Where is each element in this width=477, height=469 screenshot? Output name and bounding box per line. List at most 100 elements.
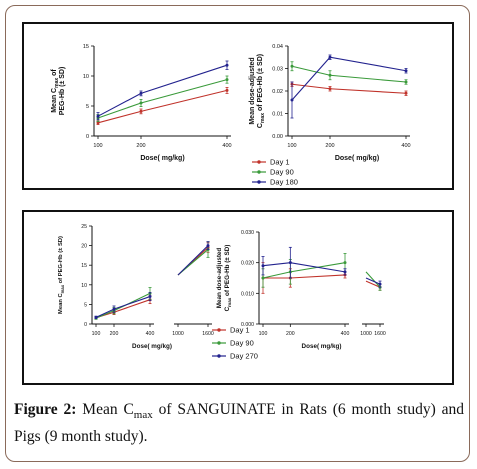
series-line: [291, 65, 407, 83]
chart-rats-cmax: 0 5 10 15 100 200 400 Dose( mg/kg) Mean Cmax of P…: [51, 44, 232, 162]
data-point: [328, 87, 332, 91]
caption-text-after: of SANGUINATE in Rats (6 month study) an…: [14, 401, 464, 446]
series-day-90: [96, 75, 229, 122]
y-tick-label: 0.00: [272, 134, 283, 140]
x-tick-label: 1600: [202, 331, 214, 337]
x-tick-label: 400: [222, 143, 231, 149]
data-point: [378, 282, 382, 286]
legend-marker: [257, 180, 261, 184]
legend-marker: [217, 341, 221, 345]
data-point: [112, 307, 116, 311]
data-point: [404, 69, 408, 73]
y-tick-label: 0: [84, 322, 87, 328]
figure-frame: [5, 5, 470, 462]
y-tick-label: 15: [83, 44, 89, 50]
series-day-270: [94, 241, 210, 319]
chart-rats-dose-adjusted: 0.00 0.01 0.02 0.03 0.04 100 200 400 Dose( mg/kg…: [249, 44, 411, 187]
x-tick-label: 200: [136, 143, 145, 149]
y-axis-label-line1: Mean dose-adjusted: [249, 57, 256, 124]
series-line: [97, 64, 228, 117]
x-tick-label: 1000: [360, 331, 372, 337]
series-line: [291, 56, 407, 101]
x-tick-label: 100: [92, 331, 101, 337]
x-axis-label: Dose( mg/kg): [302, 343, 342, 350]
data-point: [139, 109, 143, 113]
data-point: [225, 88, 229, 92]
series-day-90: [94, 241, 210, 320]
y-axis-label-line1: Mean dose-adjusted: [216, 248, 223, 309]
y-axis-label: Mean Cmax of PEG-Hb (± SD): [58, 236, 65, 314]
y-axis-label-line2: Cmax of PEG-Hb (± SD): [224, 245, 232, 312]
x-tick-label: 1600: [374, 331, 386, 337]
data-point: [404, 91, 408, 95]
legend: Day 1 Day 90 Day 270: [212, 326, 258, 361]
data-point: [404, 80, 408, 84]
series-line: [262, 262, 346, 273]
data-point: [94, 315, 98, 319]
series-day-180: [96, 60, 229, 121]
legend-label: Day 270: [230, 352, 258, 361]
y-tick-label: 10: [83, 74, 89, 80]
data-point: [328, 55, 332, 59]
x-tick-label: 100: [93, 143, 102, 149]
data-point: [148, 295, 152, 299]
data-point: [290, 98, 294, 102]
x-axis-label: Dose( mg/kg): [140, 155, 184, 162]
y-axis-label-line2: PEG-Hb (± SD): [59, 67, 66, 116]
data-point: [288, 261, 292, 265]
y-tick-label: 0.03: [272, 67, 283, 73]
series-line: [365, 277, 381, 285]
data-point: [225, 63, 229, 67]
series-line: [291, 83, 407, 94]
legend-marker: [257, 170, 261, 174]
pigs-panel: 0 5 10 15 20 25 100 200 400 1000 1600 Dose( mg/kg) M…: [22, 210, 454, 385]
x-tick-label: 400: [401, 143, 410, 149]
data-point: [343, 270, 347, 274]
y-tick-label: 10: [81, 283, 87, 289]
y-tick-label: 0.01: [272, 112, 283, 118]
legend-marker: [217, 328, 221, 332]
data-point: [139, 91, 143, 95]
caption-subscript: max: [133, 409, 153, 422]
data-point: [206, 244, 210, 248]
series-day-1: [261, 262, 382, 294]
y-tick-label: 25: [81, 224, 87, 230]
series-day-270: [261, 246, 382, 288]
x-tick-label: 100: [259, 331, 268, 337]
series-line: [97, 79, 228, 119]
series-day-1: [290, 81, 408, 96]
caption-label: Figure 2:: [14, 401, 77, 418]
series-day-90: [290, 61, 408, 85]
y-tick-label: 0.000: [241, 322, 254, 328]
data-point: [96, 121, 100, 125]
legend-label: Day 90: [270, 168, 294, 177]
legend-label: Day 1: [230, 326, 250, 335]
series-line: [97, 89, 228, 124]
x-tick-label: 200: [286, 331, 295, 337]
series-day-1: [94, 242, 210, 320]
legend-label: Day 90: [230, 339, 254, 348]
legend-marker: [257, 160, 261, 164]
x-tick-label: 200: [110, 331, 119, 337]
x-tick-label: 1000: [172, 331, 184, 337]
y-tick-label: 15: [81, 263, 87, 269]
series-day-180: [290, 54, 408, 119]
series-day-90: [261, 253, 382, 291]
y-axis-label-line1: Mean Cmax of: [51, 69, 60, 113]
legend-label: Day 180: [270, 178, 298, 187]
legend-label: Day 1: [270, 158, 290, 167]
data-point: [139, 101, 143, 105]
data-point: [343, 261, 347, 265]
rats-charts-svg: 0 5 10 15 100 200 400 Dose( mg/kg) Mean Cmax of P…: [51, 44, 411, 187]
y-tick-label: 0.04: [272, 44, 283, 50]
series-line: [177, 245, 209, 276]
figure-caption: Figure 2: Mean Cmax of SANGUINATE in Rat…: [14, 399, 464, 447]
chart-pigs-cmax: 0 5 10 15 20 25 100 200 400 1000 1600 Dose( mg/kg) M…: [58, 224, 214, 350]
data-point: [290, 64, 294, 68]
data-point: [96, 114, 100, 118]
data-point: [261, 276, 265, 280]
y-tick-label: 20: [81, 244, 87, 250]
legend-marker: [217, 354, 221, 358]
